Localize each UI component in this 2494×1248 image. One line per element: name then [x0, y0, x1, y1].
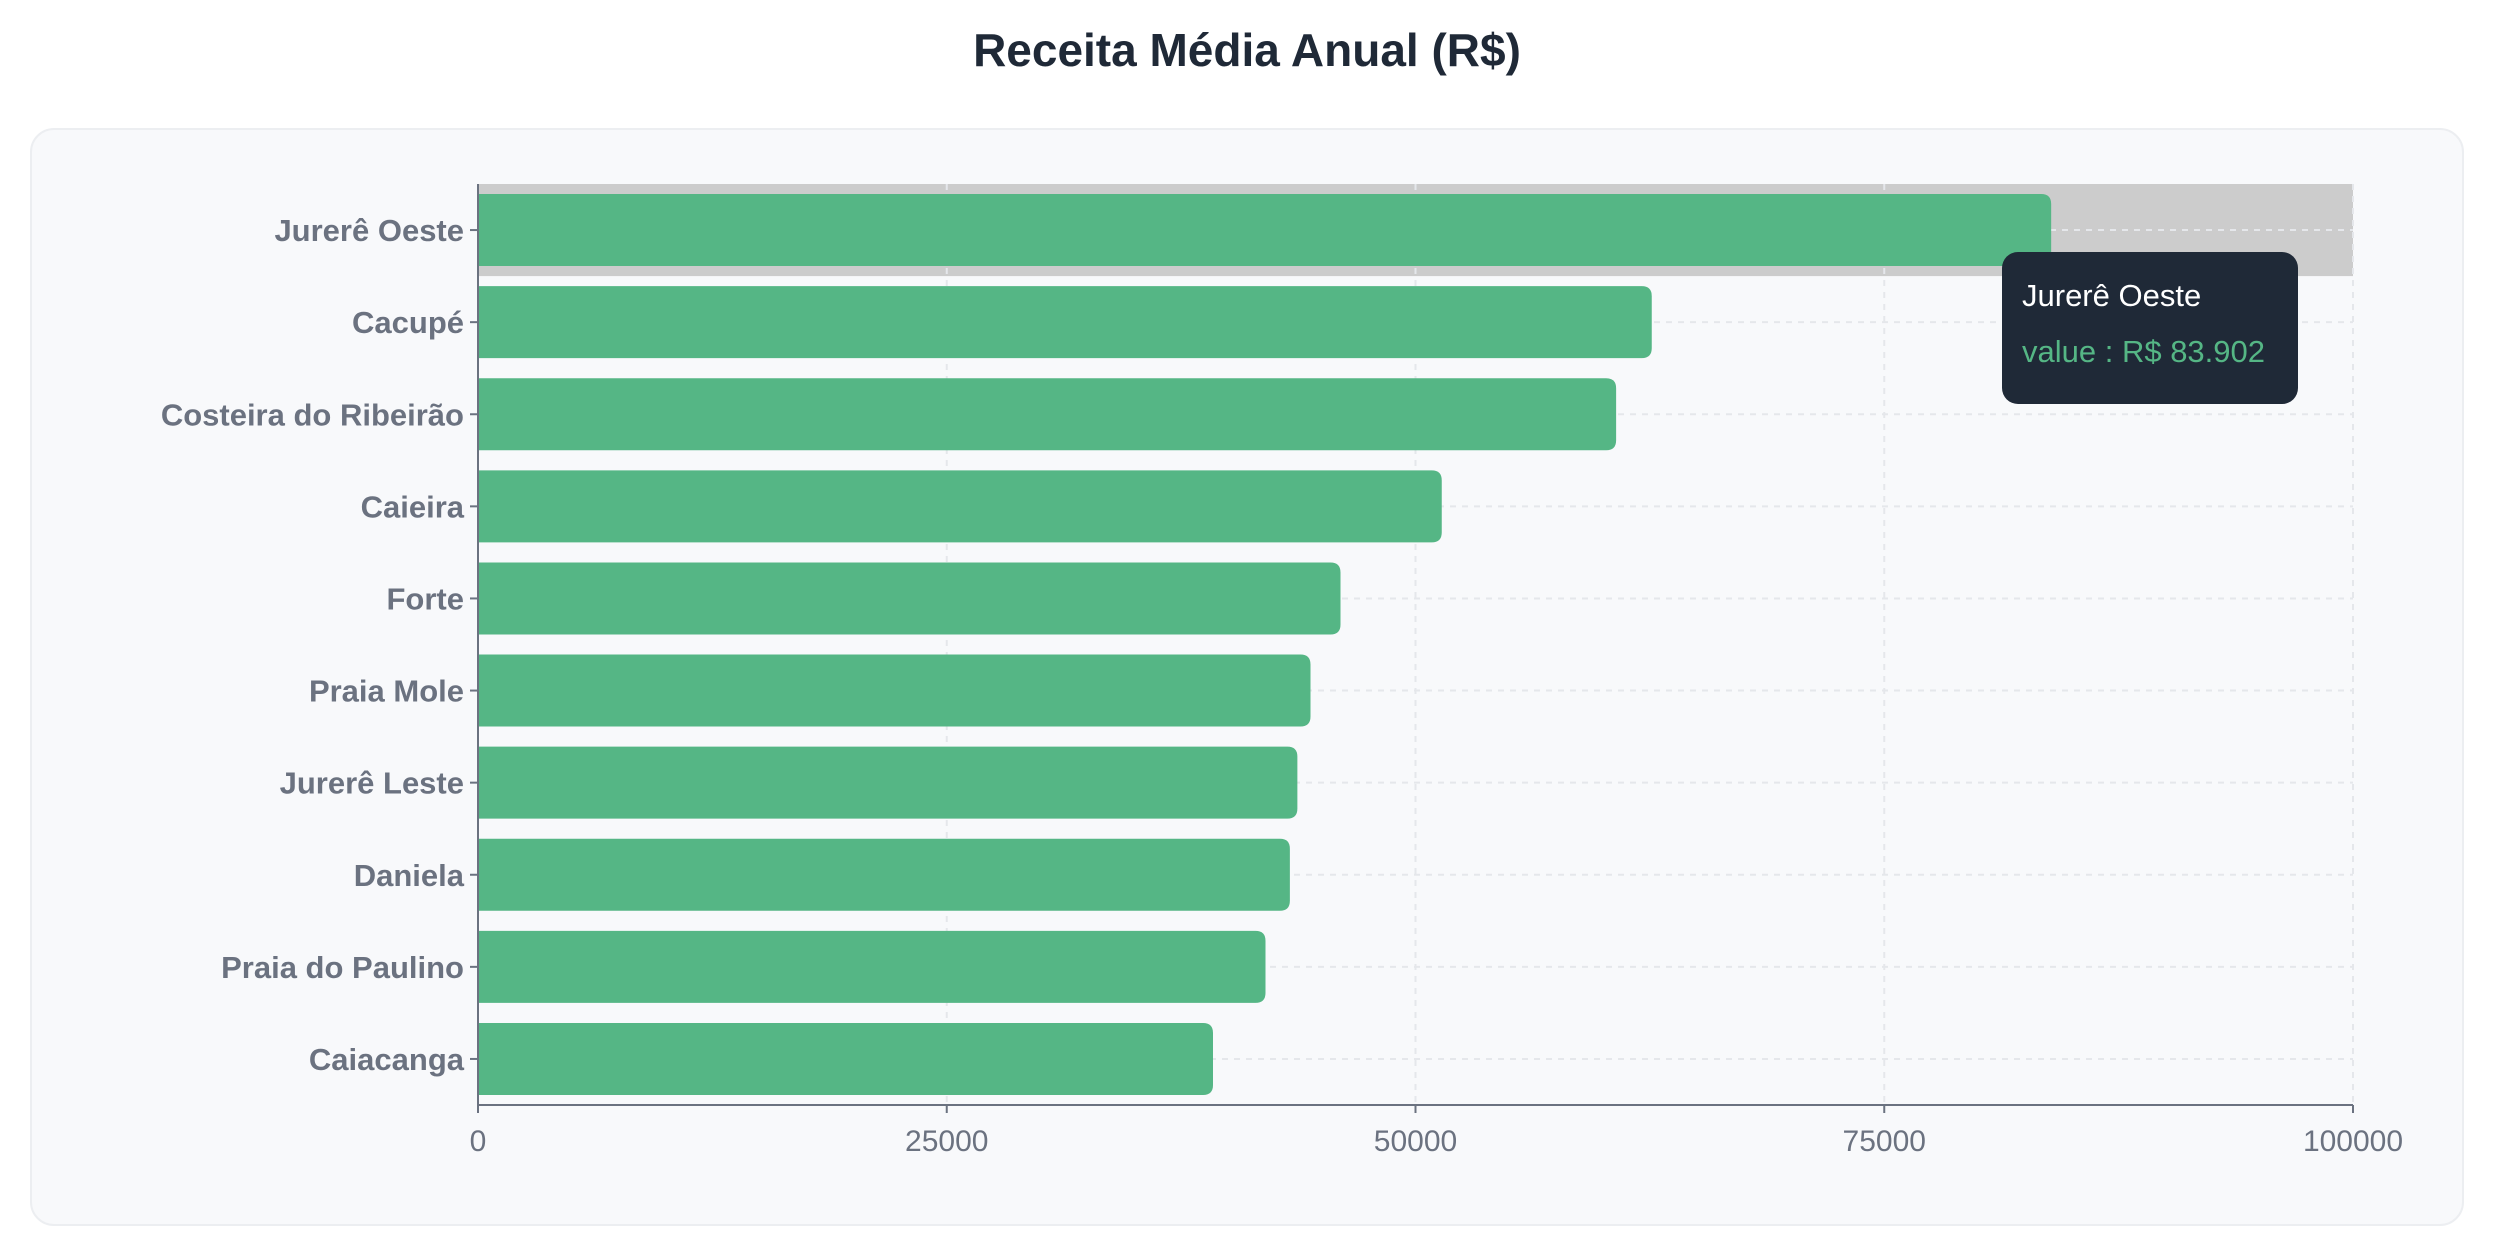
- bar-costeira-do-ribeir-o[interactable]: [478, 378, 1617, 451]
- tooltip-value: value : R$ 83.902: [2022, 334, 2266, 369]
- bar-jurer-oeste[interactable]: [478, 194, 2052, 267]
- tooltip: Jurerê Oeste value : R$ 83.902: [2002, 252, 2298, 404]
- y-tick-label: Cacupé: [352, 305, 464, 340]
- bar-praia-mole[interactable]: [478, 654, 1311, 727]
- y-tick-label: Jurerê Leste: [280, 766, 464, 801]
- tooltip-title: Jurerê Oeste: [2022, 278, 2202, 313]
- bar-caieira[interactable]: [478, 470, 1442, 543]
- y-tick-label: Costeira do Ribeirão: [161, 397, 464, 432]
- bars-layer: [478, 194, 2052, 1095]
- y-tick-label: Caiacanga: [309, 1042, 465, 1077]
- y-tick-label: Forte: [387, 581, 465, 616]
- bar-jurer-leste[interactable]: [478, 746, 1298, 819]
- y-tick-label: Jurerê Oeste: [274, 213, 464, 248]
- x-tick-label: 50000: [1374, 1125, 1457, 1158]
- x-tick-label: 100000: [2303, 1125, 2403, 1158]
- x-tick-label: 0: [470, 1125, 487, 1158]
- y-tick-label: Praia Mole: [309, 674, 464, 709]
- x-tick-label: 75000: [1843, 1125, 1926, 1158]
- chart-title: Receita Média Anual (R$): [973, 24, 1521, 76]
- bar-daniela[interactable]: [478, 838, 1290, 911]
- bar-cacup-[interactable]: [478, 286, 1652, 359]
- y-tick-label: Praia do Paulino: [221, 950, 464, 985]
- y-tick-label: Daniela: [354, 858, 465, 893]
- axis-layer: Jurerê Oeste Cacupé Costeira do Ribeirão Ca…: [161, 184, 2403, 1158]
- bar-praia-do-paulino[interactable]: [478, 930, 1266, 1003]
- bar-forte[interactable]: [478, 562, 1341, 635]
- bar-caiacanga[interactable]: [478, 1022, 1213, 1095]
- x-tick-label: 25000: [905, 1125, 988, 1158]
- y-tick-label: Caieira: [361, 489, 465, 524]
